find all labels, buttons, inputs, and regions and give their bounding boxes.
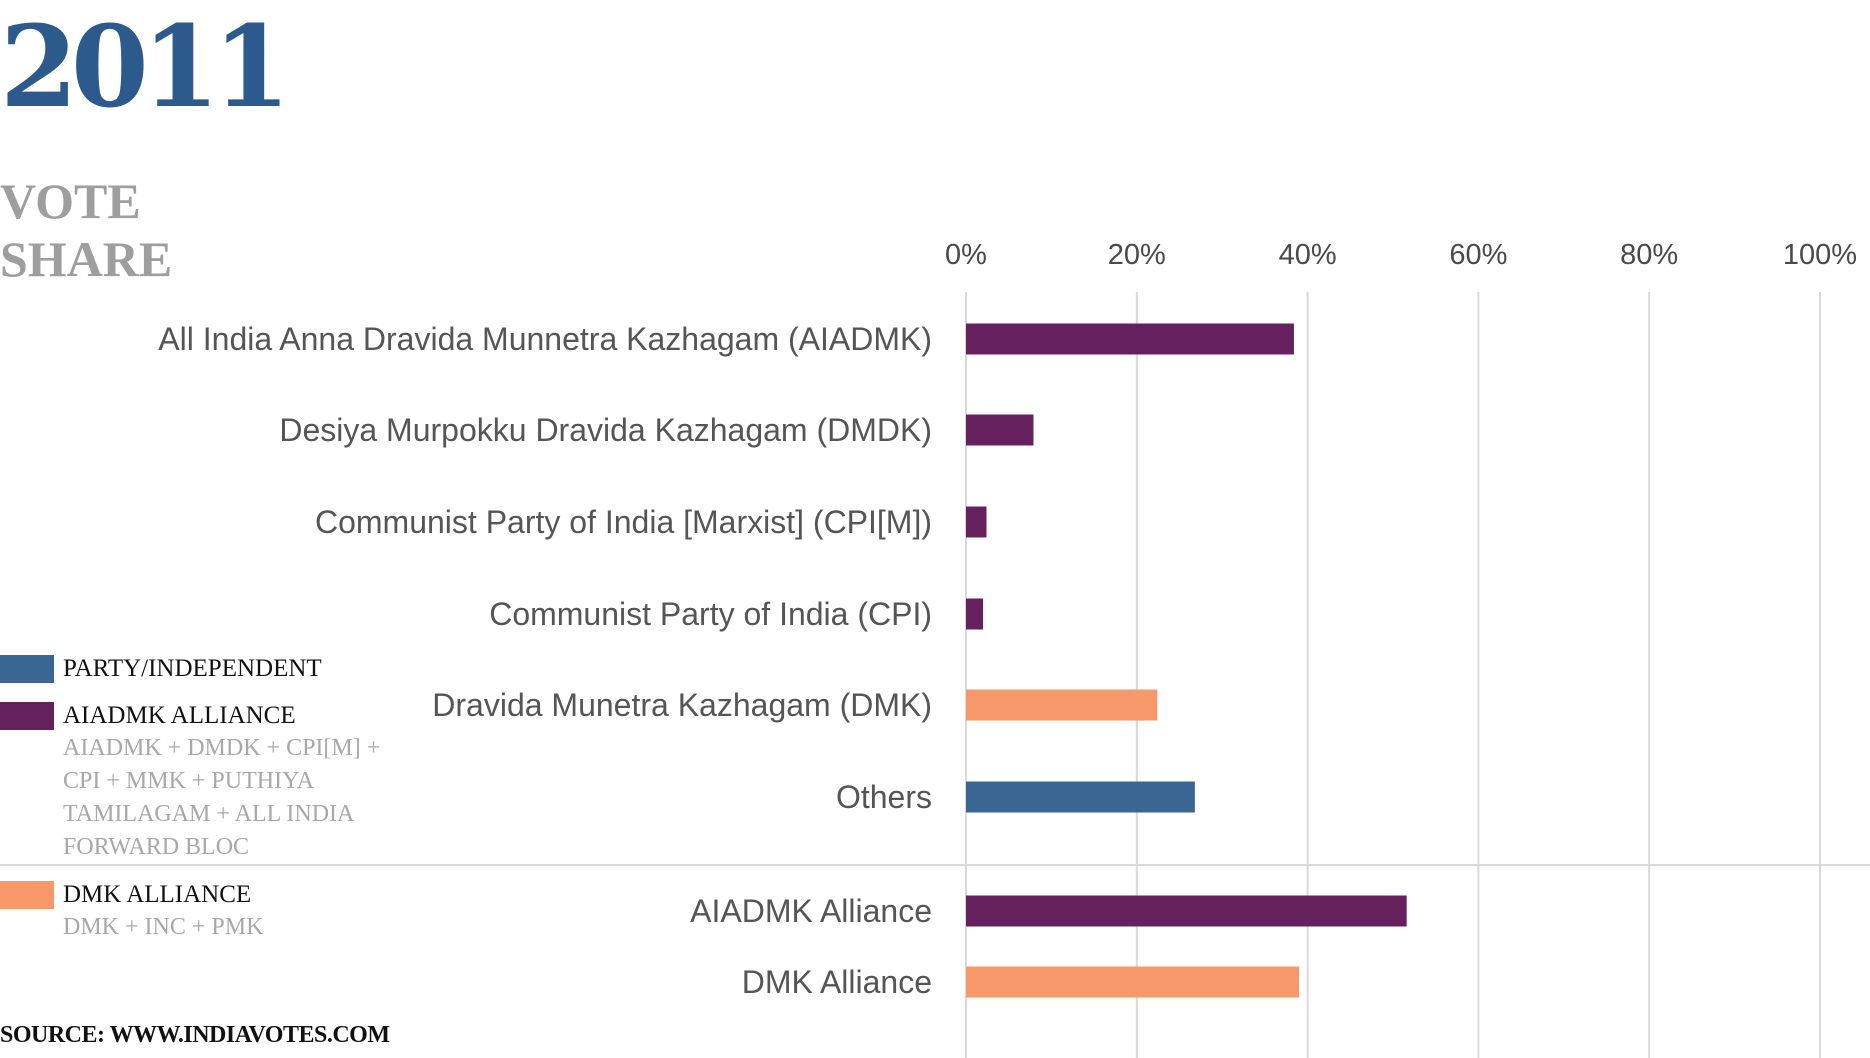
bar bbox=[966, 506, 987, 538]
x-axis-ticks: 0% 20% 40% 60% 80% 100% bbox=[945, 239, 1857, 271]
grid-lines bbox=[0, 292, 1870, 1058]
bar bbox=[966, 414, 1034, 446]
legend-swatch-party bbox=[0, 655, 54, 683]
year-title: 2011 bbox=[0, 2, 291, 133]
category-label: Communist Party of India (CPI) bbox=[489, 596, 932, 632]
x-tick-label: 100% bbox=[1783, 239, 1857, 271]
bar bbox=[966, 966, 1300, 998]
x-tick-label: 0% bbox=[945, 239, 987, 271]
bar bbox=[966, 895, 1407, 927]
subtitle-line-1: VOTE bbox=[0, 173, 141, 229]
category-label: AIADMK Alliance bbox=[690, 893, 932, 929]
source-note: SOURCE: WWW.INDIAVOTES.COM bbox=[0, 1022, 390, 1048]
legend-desc-dmk-alliance: DMK + INC + PMK bbox=[63, 914, 264, 940]
legend-swatch-aiadmk-alliance bbox=[0, 702, 54, 730]
chart-subtitle: VOTE SHARE bbox=[0, 172, 260, 288]
legend-desc-aiadmk-alliance: AIADMK + DMDK + CPI[M] + CPI + MMK + PUT… bbox=[63, 735, 381, 860]
category-label: Dravida Munetra Kazhagam (DMK) bbox=[432, 687, 932, 723]
category-label: All India Anna Dravida Munnetra Kazhagam… bbox=[158, 321, 932, 357]
legend-swatch-dmk-alliance bbox=[0, 881, 54, 909]
category-label: Desiya Murpokku Dravida Kazhagam (DMDK) bbox=[279, 412, 932, 448]
legend-label-dmk-alliance: DMK ALLIANCE bbox=[63, 881, 252, 908]
legend-label-party: PARTY/INDEPENDENT bbox=[63, 655, 322, 682]
x-tick-label: 40% bbox=[1279, 239, 1337, 271]
category-label: DMK Alliance bbox=[742, 964, 932, 1000]
subtitle-line-2: SHARE bbox=[0, 231, 173, 287]
legend-label-aiadmk-alliance: AIADMK ALLIANCE bbox=[63, 702, 296, 729]
bar bbox=[966, 598, 984, 630]
category-label: Others bbox=[836, 779, 932, 815]
bar bbox=[966, 323, 1294, 355]
x-tick-label: 80% bbox=[1620, 239, 1678, 271]
x-tick-label: 20% bbox=[1108, 239, 1166, 271]
x-tick-label: 60% bbox=[1449, 239, 1507, 271]
bars bbox=[966, 323, 1407, 998]
bar bbox=[966, 689, 1158, 721]
category-label: Communist Party of India [Marxist] (CPI[… bbox=[315, 504, 932, 540]
category-labels: All India Anna Dravida Munnetra Kazhagam… bbox=[158, 321, 932, 1000]
bar bbox=[966, 781, 1195, 813]
